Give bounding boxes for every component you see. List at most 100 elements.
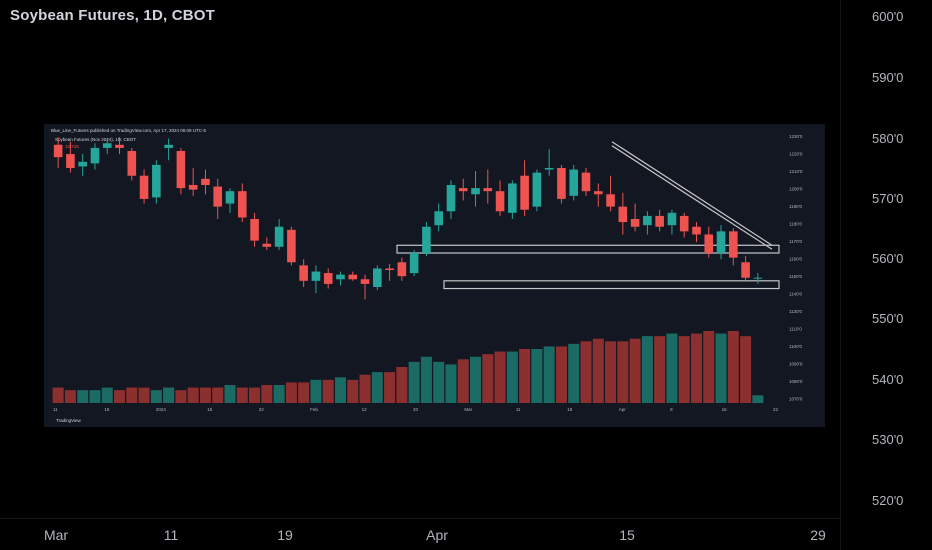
support-zone (396, 244, 780, 254)
candle-body (643, 215, 652, 226)
inset-date-label: 18 (104, 407, 110, 412)
price-label: 590'0 (872, 70, 904, 85)
candle-body (385, 268, 394, 270)
inset-price-label: 1180'0 (789, 222, 803, 227)
volume-bar (433, 361, 445, 403)
candle-body (213, 186, 223, 207)
candle-body (336, 274, 345, 280)
inset-price-label: 1110'0 (789, 327, 802, 332)
price-label: 580'0 (872, 131, 904, 146)
volume-bar (482, 354, 494, 403)
candle-body (287, 229, 296, 263)
volume-bar (138, 387, 150, 403)
volume-bar (212, 387, 224, 403)
volume-bar (113, 390, 126, 403)
inset-date-label: Apr (619, 407, 627, 412)
volume-bar (703, 331, 715, 403)
inset-date-label: 22 (259, 407, 265, 412)
volume-bar (408, 361, 420, 403)
time-axis-divider (0, 518, 840, 519)
volume-bar (654, 336, 666, 403)
volume-bar (568, 343, 580, 403)
candle-body (618, 206, 628, 223)
inset-date-label: 18 (567, 407, 573, 412)
candle-body (679, 215, 689, 232)
volume-bar (359, 374, 371, 403)
candle-body (409, 253, 419, 274)
inset-date-label: 8 (670, 407, 673, 412)
time-label: Apr (426, 527, 448, 543)
candle-body (446, 185, 456, 212)
candle-body (348, 274, 358, 280)
trendline-edge (611, 145, 773, 250)
volume-bar (752, 395, 764, 403)
volume-bar (249, 387, 261, 403)
volume-bar (150, 390, 162, 403)
candle-body (569, 169, 579, 196)
candle-body (360, 279, 370, 284)
candle-body (458, 188, 468, 192)
price-label: 560'0 (872, 251, 904, 266)
candle-body (102, 143, 112, 148)
snapshot-canvas: Blue_Line_Futures published on TradingVi… (51, 128, 803, 423)
inset-price-label: 1150'0 (789, 274, 803, 279)
inset-date-label: 22 (773, 407, 779, 412)
candle-body (139, 175, 149, 199)
candles (53, 137, 763, 300)
price-label: 520'0 (872, 493, 904, 508)
candle-body (753, 277, 763, 279)
candle-body (397, 262, 407, 277)
volume-bar (592, 338, 604, 403)
candle-body (593, 191, 603, 195)
inset-price-label: 1160'0 (789, 257, 803, 262)
inset-price-label: 1140'0 (789, 292, 803, 297)
candle-body (630, 219, 640, 227)
candle-body (422, 226, 431, 253)
candle-body (606, 194, 615, 207)
candle-body (373, 268, 382, 287)
volume-bar (101, 387, 113, 403)
support-zone (443, 280, 780, 290)
inset-price-label: 1070'0 (789, 397, 803, 402)
volume-bar (334, 377, 347, 403)
volume-bar (641, 336, 653, 403)
candle-body (262, 243, 272, 247)
chart-title: Soybean Futures, 1D, CBOT (10, 7, 216, 24)
volume-bar (666, 333, 678, 403)
volume-bar (52, 387, 64, 403)
candle-body (311, 271, 321, 281)
candle-body (66, 154, 75, 168)
price-axis-divider (840, 0, 841, 550)
volume-bar (175, 390, 187, 403)
volume-bar (617, 341, 629, 403)
support-zones (396, 244, 780, 290)
volume-bar (678, 336, 690, 403)
price-label: 600'0 (872, 9, 904, 24)
inset-date-label: 15 (207, 407, 213, 412)
volume-bar (163, 387, 175, 403)
published-chart-snapshot[interactable]: Blue_Line_Futures published on TradingVi… (44, 124, 825, 427)
volume-bar (224, 385, 236, 403)
candle-body (188, 185, 198, 190)
volume-bar (445, 364, 457, 403)
volume-bar (457, 359, 469, 403)
candle-body (53, 144, 63, 158)
volume-bar (347, 379, 359, 403)
candle-body (127, 151, 137, 176)
candle-body (544, 168, 554, 170)
volume-bar (555, 346, 567, 403)
candle-body (520, 175, 529, 210)
inset-price-label: 1210'0 (789, 169, 803, 174)
volume-bar (396, 367, 408, 403)
candle-body (704, 234, 714, 253)
inset-date-axis: 11 18 2024 15 22 Feb 12 20 Mar 11 18 Apr 8 15 22 (53, 407, 779, 412)
candle-body (716, 231, 726, 253)
volume-bar (77, 390, 89, 403)
price-label: 540'0 (872, 372, 904, 387)
volume-bar (469, 356, 482, 403)
volume-bar (715, 333, 727, 403)
volume-bar (187, 387, 199, 403)
inset-price-label: 1200'0 (789, 187, 803, 192)
volume-bar (261, 385, 273, 403)
volume-value: 10.71K (65, 144, 79, 149)
